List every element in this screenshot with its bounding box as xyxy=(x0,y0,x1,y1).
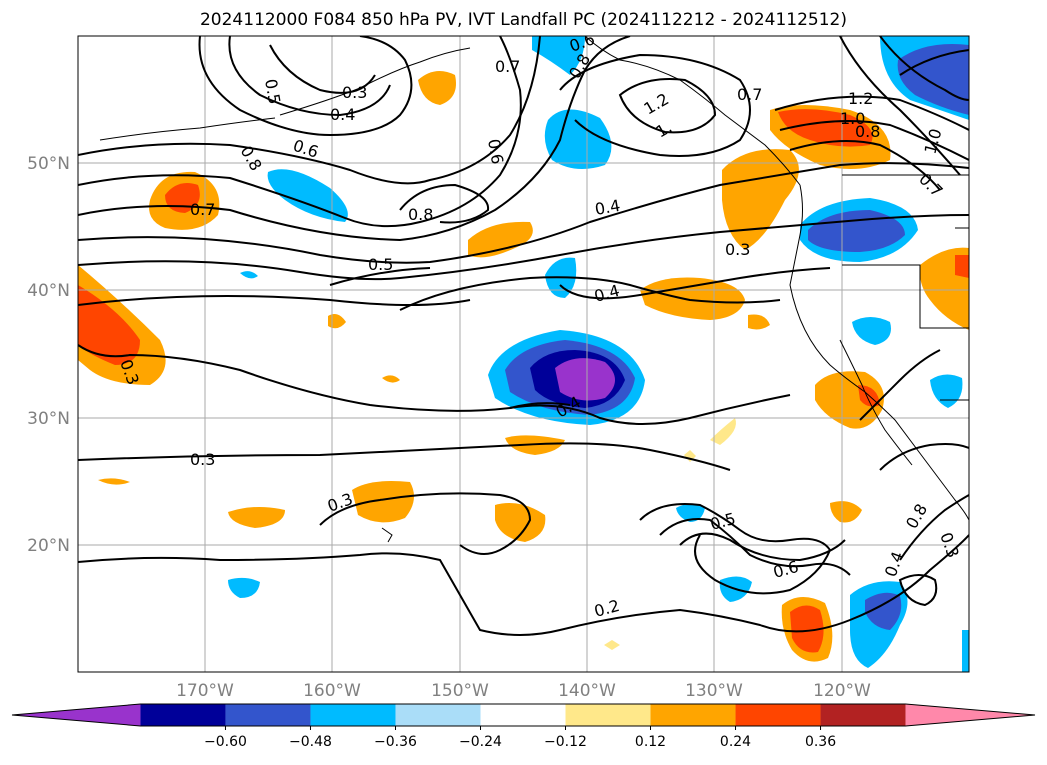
contour-label: 1.0 xyxy=(921,127,946,157)
colorbar-segment xyxy=(310,704,396,726)
contour-label: 0.7 xyxy=(915,169,946,200)
shade-blob xyxy=(468,221,533,258)
shade-blob xyxy=(328,314,346,329)
contour-label: 0.3 xyxy=(936,530,963,560)
shade-blob xyxy=(382,375,400,383)
colorbar-tick-label: −0.24 xyxy=(459,734,502,750)
shade-blob xyxy=(790,605,824,653)
lon-label: 140°W xyxy=(558,681,616,701)
lat-label: 50°N xyxy=(27,154,70,174)
shade-blob xyxy=(830,501,862,523)
shade-blob xyxy=(748,314,770,330)
shade-blob xyxy=(505,435,565,455)
contour-label: 0.5 xyxy=(368,255,393,274)
contour-label: 0.3 xyxy=(325,489,355,516)
pv-contours xyxy=(78,36,969,636)
shade-blob xyxy=(240,271,258,279)
shade-blob xyxy=(228,577,260,598)
lon-label: 130°W xyxy=(685,681,743,701)
lon-label: 160°W xyxy=(303,681,361,701)
contour-label: 0.4 xyxy=(593,196,621,219)
shade-blob xyxy=(778,109,873,147)
shade-blob xyxy=(897,44,969,115)
colorbar-segments xyxy=(11,703,1036,727)
colorbar-segment xyxy=(140,704,226,726)
colorbar-extend-min xyxy=(12,704,141,726)
shade-blob xyxy=(710,418,736,445)
shade-blob xyxy=(722,149,799,250)
colorbar-outline xyxy=(11,703,1036,727)
shade-blob xyxy=(676,504,705,522)
colorbar-segment xyxy=(650,704,736,726)
contour-label: 0.3 xyxy=(190,450,215,469)
shade-blob xyxy=(418,71,456,105)
colorbar-tick-label: −0.48 xyxy=(289,734,332,750)
contour-label: 0.4 xyxy=(330,105,355,124)
shade-blob xyxy=(78,285,140,365)
colorbar-segment xyxy=(820,704,906,726)
colorbar-tick-label: −0.12 xyxy=(544,734,587,750)
shade-blob xyxy=(852,317,891,345)
lat-label: 20°N xyxy=(27,536,70,556)
lat-label: 40°N xyxy=(27,281,70,301)
shade-blob xyxy=(532,36,585,75)
colorbar-extend-max xyxy=(905,704,1035,726)
contour-label: 0.4 xyxy=(592,281,622,306)
shade-blob xyxy=(495,502,546,542)
coastlines xyxy=(99,36,969,543)
lon-label: 120°W xyxy=(813,681,871,701)
shade-blob xyxy=(228,506,285,528)
contour-label: 0.8 xyxy=(855,122,880,141)
contour-label: 0.3 xyxy=(725,240,750,259)
shade-blob xyxy=(544,109,612,169)
shade-blob xyxy=(865,592,902,630)
lat-label: 30°N xyxy=(27,409,70,429)
contour-label: 1. xyxy=(653,117,676,141)
colorbar-ticks: −0.60 −0.48 −0.36 −0.24 −0.12 0.12 0.24 0.36 xyxy=(204,726,836,750)
pv-shading xyxy=(78,36,969,672)
contour-label: 0.6 xyxy=(291,136,321,162)
colorbar-segment xyxy=(480,704,566,726)
shade-blob xyxy=(604,640,620,650)
contour-label: 0.7 xyxy=(737,85,762,104)
contour-label: 1.2 xyxy=(641,89,673,118)
contour-label: 1.0 xyxy=(840,109,865,128)
colorbar-tick-label: −0.60 xyxy=(204,734,247,750)
lon-labels: 170°W 160°W 150°W 140°W 130°W 120°W xyxy=(176,681,871,701)
shade-blob xyxy=(955,255,969,278)
shade-blob xyxy=(640,277,745,320)
map-frame xyxy=(77,35,970,673)
lat-labels: 50°N 40°N 30°N 20°N xyxy=(27,154,70,556)
shade-blob xyxy=(930,374,963,408)
colorbar-tick-label: 0.12 xyxy=(635,734,666,750)
contour-label: 0.6 xyxy=(484,137,507,165)
shade-blob xyxy=(555,358,615,401)
contour-label: 0.3 xyxy=(342,83,367,102)
contour-label: 0.7 xyxy=(495,57,520,76)
colorbar-segment xyxy=(225,704,311,726)
lon-label: 170°W xyxy=(176,681,234,701)
shade-blob xyxy=(962,630,969,672)
shade-blob xyxy=(808,210,905,252)
shade-blob xyxy=(98,478,130,485)
contour-label: 0.7 xyxy=(190,200,215,219)
colorbar-tick-label: −0.36 xyxy=(374,734,417,750)
contour-label: 0.6 xyxy=(771,557,801,582)
contour-label: 1.2 xyxy=(848,89,873,108)
colorbar-segment xyxy=(565,704,651,726)
lon-label: 150°W xyxy=(431,681,489,701)
colorbar-tick-label: 0.36 xyxy=(805,734,836,750)
contour-label: 0.6 xyxy=(567,29,597,56)
map-title: 2024112000 F084 850 hPa PV, IVT Landfall… xyxy=(199,10,847,30)
shade-blob xyxy=(267,169,348,222)
graticule xyxy=(78,36,969,672)
colorbar-segment xyxy=(395,704,481,726)
colorbar: −0.60 −0.48 −0.36 −0.24 −0.12 0.12 0.24 0.36 xyxy=(11,703,1036,750)
contour-label: 0.5 xyxy=(261,77,284,105)
shade-blob xyxy=(352,481,414,523)
contour-label: 0.8 xyxy=(408,205,433,224)
colorbar-tick-label: 0.24 xyxy=(720,734,751,750)
colorbar-segment xyxy=(735,704,821,726)
